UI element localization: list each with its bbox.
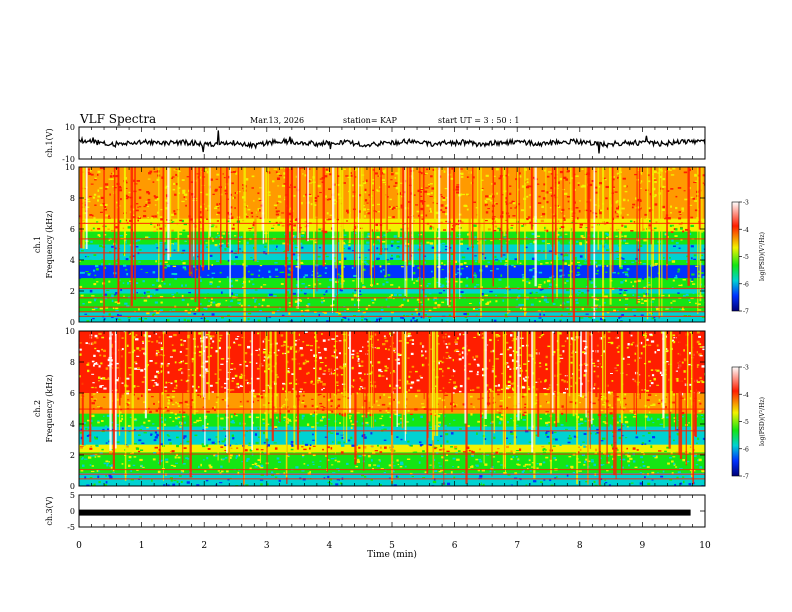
colorbar-tick-label: -4: [743, 227, 749, 234]
x-tick-label: 5: [389, 541, 395, 551]
y-tick-label: 0: [70, 482, 75, 491]
start-ut-label: start UT = 3 : 50 : 1: [438, 116, 519, 125]
y-tick-label: 6: [70, 389, 75, 398]
ch3-waveform-trace: [79, 509, 691, 516]
colorbar-tick-label: -3: [743, 365, 749, 372]
y-tick-label: 4: [70, 420, 75, 429]
y-tick-label: 0: [70, 507, 75, 516]
x-tick-label: 9: [640, 541, 646, 551]
date-label: Mar.13, 2026: [250, 116, 304, 125]
y-tick-label: 5: [70, 491, 75, 500]
colorbar-tick-label: -6: [743, 281, 749, 288]
time-axis: 0 1 2 3 4 5 6 7 8 9 10 Time (min): [76, 541, 711, 560]
x-tick-label: 1: [139, 541, 145, 551]
ch1-colorbar: -3 -4 -5 -6 -7 log(PSD)(V²/Hz): [731, 200, 766, 316]
ch2-colorbar: -3 -4 -5 -6 -7 log(PSD)(V²/Hz): [731, 365, 766, 481]
colorbar-gradient: [731, 366, 740, 477]
colorbar-label: log(PSD)(V²/Hz): [759, 232, 766, 281]
y-tick-label: 8: [70, 194, 75, 203]
ch1-spectrogram-image: [79, 167, 705, 322]
ch2-spectrogram-channel-label: ch.2: [33, 400, 42, 417]
ch2-spectrogram-image: [79, 331, 705, 486]
colorbar-tick-label: -5: [743, 419, 749, 426]
y-tick-label: 2: [70, 287, 75, 296]
figure-title: VLF Spectra: [79, 112, 156, 126]
x-tick-label: 2: [201, 541, 207, 551]
y-tick-label: -10: [62, 155, 75, 164]
y-tick-label: 10: [65, 327, 75, 336]
x-tick-label: 4: [327, 541, 333, 551]
y-tick-label: 8: [70, 358, 75, 367]
colorbar-gradient: [731, 201, 740, 312]
y-tick-label: 10: [65, 163, 75, 172]
ch1-spectrogram-channel-label: ch.1: [33, 236, 42, 253]
station-label: station= KAP: [343, 116, 398, 125]
ch3-y-axis-label: ch.3(V): [45, 496, 54, 525]
ch1-spectrogram-panel: 0 2 4 6 8 10 ch.1 Frequency (kHz): [33, 163, 706, 327]
ch3-waveform-panel: 5 0 -5 ch.3(V): [45, 491, 706, 532]
ch1-waveform-panel: 10 -10 ch.1(V): [45, 123, 706, 164]
y-tick-label: 6: [70, 225, 75, 234]
x-tick-label: 10: [699, 541, 711, 551]
ch1-waveform-trace: [78, 130, 706, 154]
colorbar-tick-label: -7: [743, 309, 749, 316]
ch1-y-axis-label: ch.1(V): [45, 128, 54, 157]
colorbar-label: log(PSD)(V²/Hz): [759, 397, 766, 446]
x-tick-label: 3: [264, 541, 270, 551]
colorbar-tick-label: -6: [743, 446, 749, 453]
y-tick-label: 0: [70, 318, 75, 327]
y-tick-label: 10: [65, 123, 75, 132]
y-tick-label: 4: [70, 256, 75, 265]
y-tick-label: -5: [67, 523, 75, 532]
colorbar-tick-label: -3: [743, 200, 749, 207]
colorbar-tick-label: -4: [743, 392, 749, 399]
x-axis-label: Time (min): [367, 549, 417, 560]
x-tick-label: 8: [577, 541, 583, 551]
x-tick-label: 6: [452, 541, 458, 551]
ch1-spectrogram-y-axis-label: Frequency (kHz): [45, 210, 54, 278]
ch2-spectrogram-panel: 0 2 4 6 8 10 ch.2 Frequency (kHz): [33, 327, 706, 491]
x-tick-label: 0: [76, 541, 82, 551]
x-tick-label: 7: [514, 541, 520, 551]
colorbar-tick-label: -7: [743, 474, 749, 481]
ch2-spectrogram-y-axis-label: Frequency (kHz): [45, 374, 54, 442]
y-tick-label: 2: [70, 451, 75, 460]
colorbar-tick-label: -5: [743, 254, 749, 261]
